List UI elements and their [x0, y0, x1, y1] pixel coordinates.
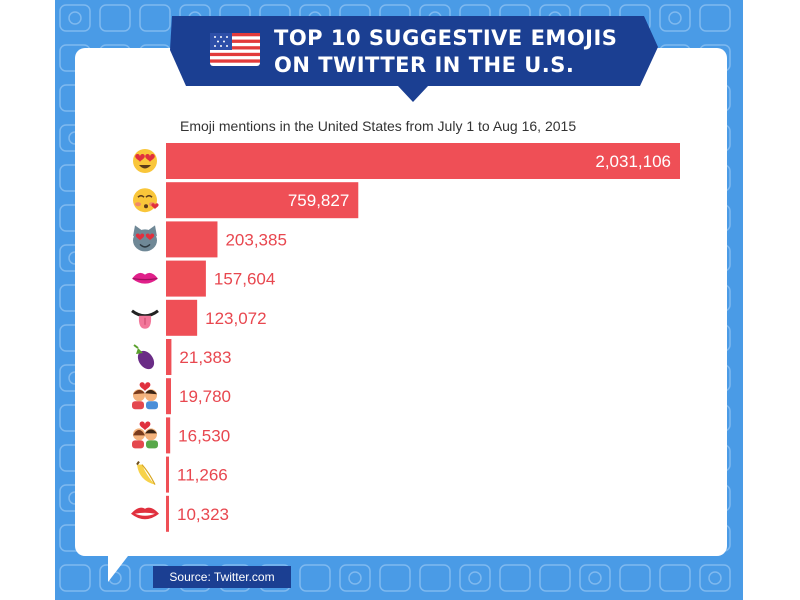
source-label: Source: Twitter.com — [153, 566, 291, 588]
kissing-couple-icon — [132, 382, 158, 410]
pattern-tile — [619, 564, 651, 592]
bar-value-label: 2,031,106 — [595, 152, 671, 171]
pattern-tile — [379, 564, 411, 592]
banana-icon — [136, 461, 156, 485]
pattern-dot — [668, 11, 682, 25]
kiss-mark-icon — [132, 272, 158, 284]
pattern-dot — [708, 571, 722, 585]
pattern-tile — [299, 564, 331, 592]
bar — [166, 378, 172, 415]
bar — [166, 456, 169, 493]
bar — [166, 143, 680, 179]
pattern-tile — [499, 564, 531, 592]
kissing-face-icon — [133, 188, 159, 213]
pattern-tile — [59, 564, 91, 592]
tongue-icon — [131, 309, 159, 329]
pattern-tile — [459, 564, 491, 592]
heart-eyes-cat-icon — [133, 225, 157, 252]
bar-value-label: 759,827 — [288, 191, 349, 210]
bar-value-label: 123,072 — [205, 309, 266, 328]
pattern-dot — [348, 571, 362, 585]
bar-value-label: 19,780 — [179, 387, 231, 406]
bar — [166, 299, 198, 336]
bar-value-label: 16,530 — [178, 426, 230, 445]
pattern-dot — [588, 571, 602, 585]
pattern-tile — [339, 564, 371, 592]
bar-value-label: 157,604 — [214, 270, 275, 289]
bar-value-label: 203,385 — [225, 230, 286, 249]
title-banner — [170, 16, 658, 102]
pattern-tile — [579, 564, 611, 592]
pattern-tile — [659, 564, 691, 592]
title-line-1: TOP 10 SUGGESTIVE EMOJIS — [274, 26, 618, 50]
eggplant-icon — [133, 344, 155, 370]
pattern-tile — [419, 564, 451, 592]
heart-eyes-face-icon — [133, 149, 157, 173]
page-title: TOP 10 SUGGESTIVE EMOJIS ON TWITTER IN T… — [274, 25, 694, 79]
bar — [166, 182, 359, 219]
bar — [166, 339, 172, 375]
bar-value-label: 10,323 — [177, 505, 229, 524]
pattern-tile — [59, 4, 91, 32]
pattern-dot — [468, 571, 482, 585]
bar — [166, 260, 206, 297]
pattern-tile — [699, 564, 731, 592]
chart-subtitle: Emoji mentions in the United States from… — [180, 118, 577, 134]
pattern-tile — [659, 4, 691, 32]
us-flag-icon — [210, 33, 260, 66]
title-line-2: ON TWITTER IN THE U.S. — [274, 53, 575, 77]
pattern-tile — [139, 4, 171, 32]
couple-with-heart-icon — [132, 421, 158, 449]
bar — [166, 417, 171, 454]
pattern-tile — [699, 4, 731, 32]
pattern-dot — [68, 11, 82, 25]
pattern-tile — [539, 564, 571, 592]
bar-value-label: 21,383 — [179, 348, 231, 367]
bar — [166, 495, 169, 532]
pattern-tile — [99, 4, 131, 32]
bar — [166, 221, 218, 258]
bar-value-label: 11,266 — [177, 466, 228, 485]
mouth-icon — [131, 507, 159, 520]
